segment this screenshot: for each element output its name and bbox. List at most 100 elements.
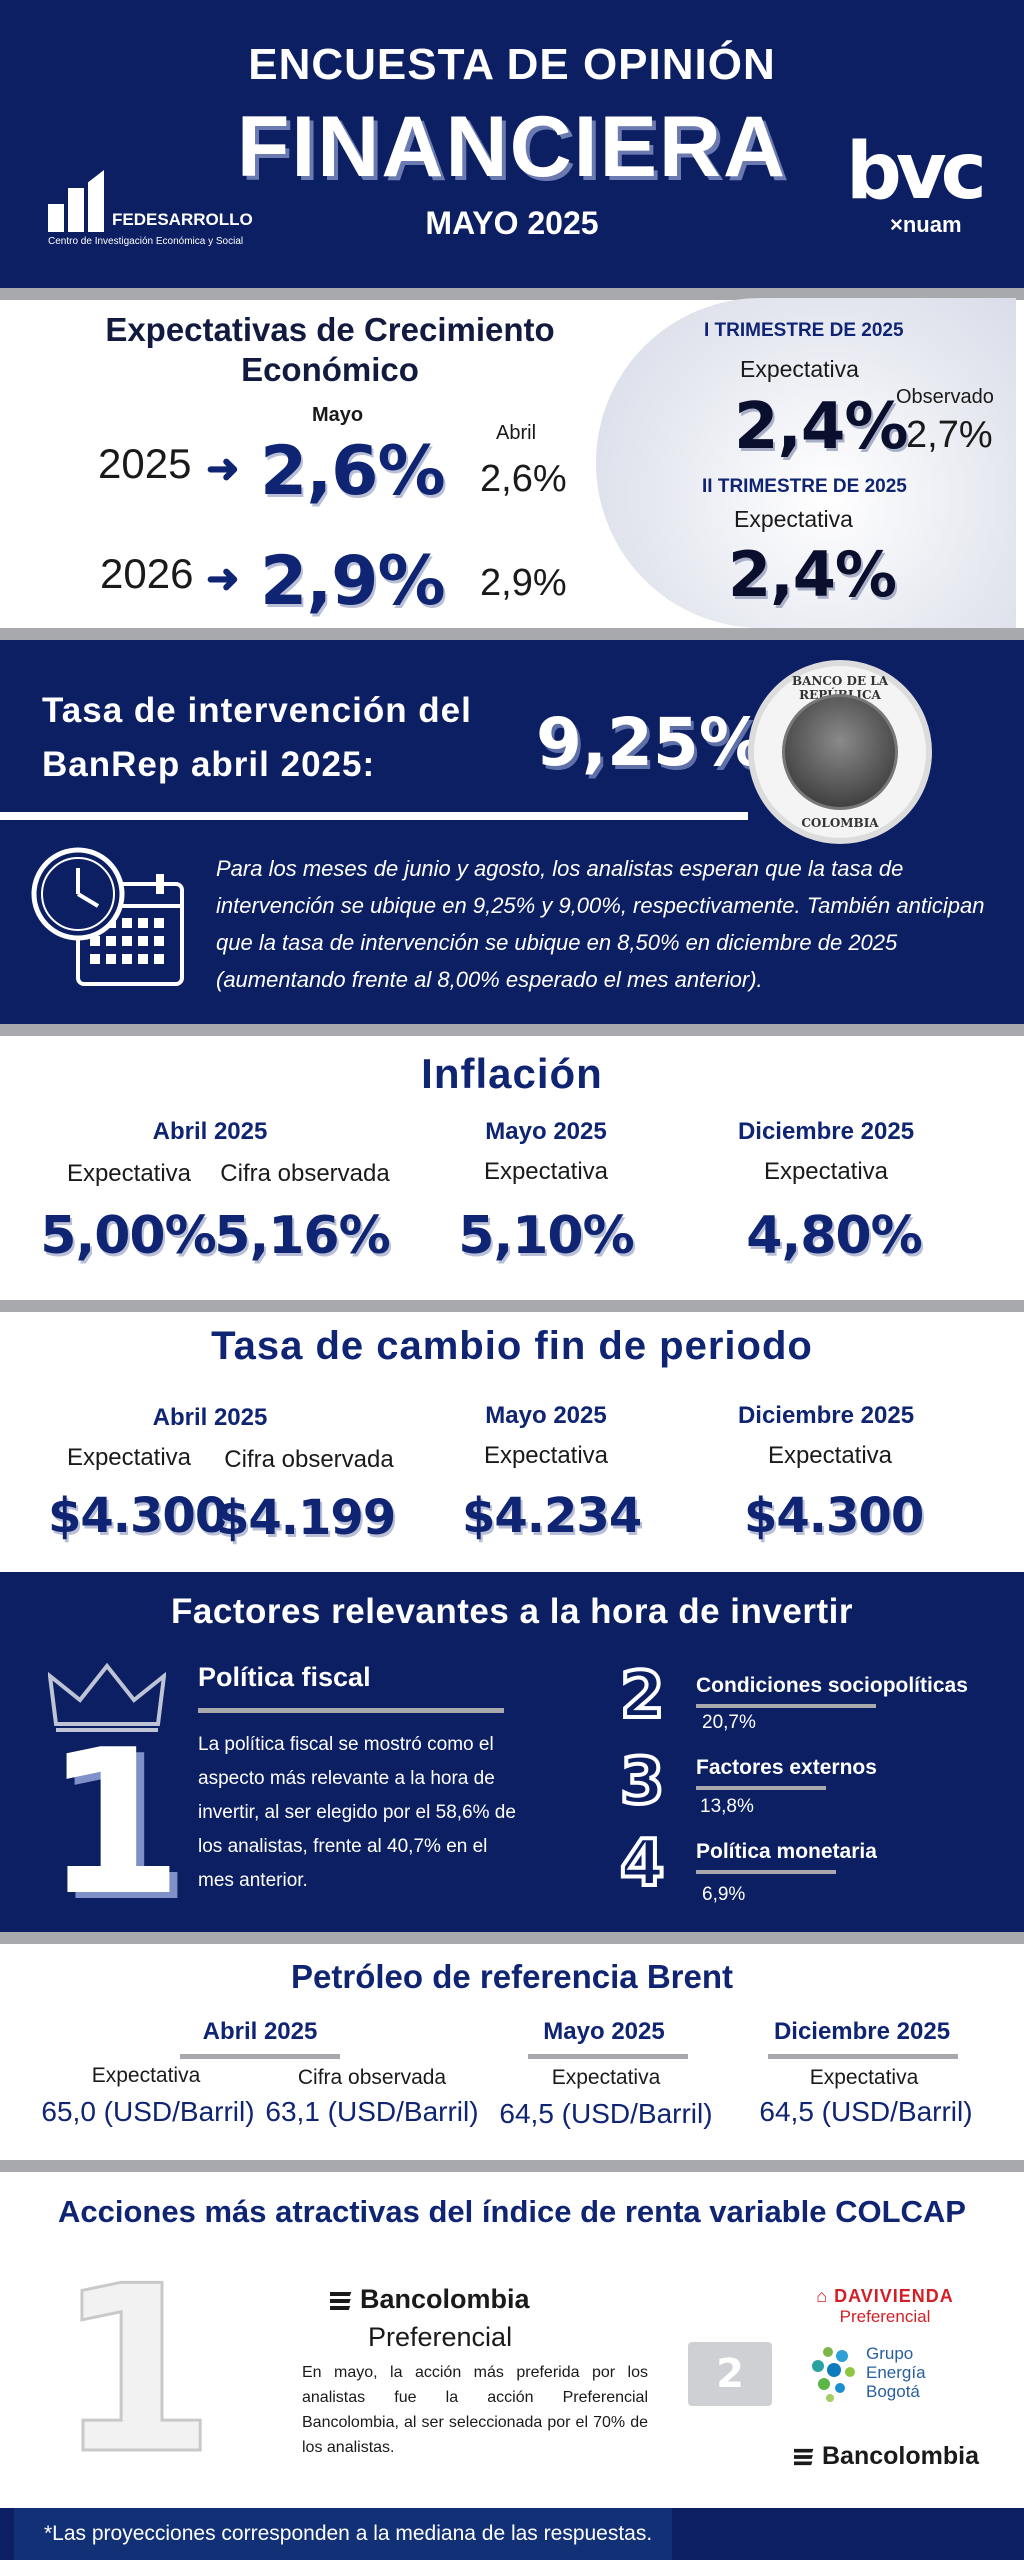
year-2025: 2025 — [98, 440, 192, 487]
bancolombia-name-small: Bancolombia — [822, 2442, 979, 2470]
q1-obs-label: Observado — [896, 386, 994, 408]
bvc-subtitle: ×nuam — [890, 212, 962, 237]
fx-may-exp-label: Expectativa — [483, 1442, 609, 1469]
separator — [0, 1300, 1024, 1312]
oil-title: Petróleo de referencia Brent — [291, 1958, 733, 1995]
divider-line — [696, 1870, 836, 1874]
q1-obs-value: 2,7% — [906, 414, 993, 456]
first-factor-title: Política fiscal — [198, 1662, 371, 1692]
divider-line — [0, 812, 748, 820]
factors-section: Factores relevantes a la hora de inverti… — [0, 1572, 1024, 1932]
header-line2: FINANCIERA — [236, 99, 788, 195]
factor-3-title: Factores externos — [696, 1756, 877, 1779]
fedesarrollo-bars-icon — [48, 150, 110, 232]
divider-line — [768, 2054, 958, 2059]
fx-april-obs-value: $4.199 — [216, 1490, 396, 1546]
first-stock-text: En mayo, la acción más preferida por los… — [302, 2364, 648, 2456]
header-date: MAYO 2025 — [425, 205, 599, 241]
oil-dec-head: Diciembre 2025 — [773, 2018, 951, 2045]
separator — [0, 1932, 1024, 1944]
header-line1: ENCUESTA DE OPINIÓN — [248, 40, 776, 89]
first-stock-class: Preferencial — [368, 2322, 513, 2352]
q2-title: II TRIMESTRE DE 2025 — [702, 476, 907, 497]
bancolombia-name: Bancolombia — [360, 2284, 530, 2314]
banrep-text: Para los meses de junio y agosto, los an… — [216, 856, 985, 992]
growth-2026-april: 2,9% — [480, 562, 567, 604]
inflation-may-exp-value: 5,10% — [458, 1206, 634, 1266]
inflation-dec-head: Diciembre 2025 — [737, 1118, 915, 1145]
rank-3-numeral: 3 — [618, 1745, 666, 1819]
factor-3-pct: 13,8% — [700, 1796, 754, 1817]
divider-line — [198, 1708, 504, 1713]
bancolombia-bars-icon — [330, 2291, 352, 2310]
inflation-section: Inflación Abril 2025 Mayo 2025 Diciembre… — [0, 1036, 1024, 1300]
col-april-label: Abril — [496, 422, 537, 444]
fx-dec-head: Diciembre 2025 — [737, 1402, 915, 1429]
fx-april-obs-label: Cifra observada — [224, 1446, 394, 1473]
inflation-may-exp-label: Expectativa — [483, 1158, 609, 1185]
bancolombia-logo-small: Bancolombia — [794, 2442, 979, 2471]
crown-icon — [48, 1662, 166, 1732]
q1-exp-label: Expectativa — [740, 356, 859, 382]
fx-april-exp-value: $4.300 — [48, 1488, 228, 1544]
growth-title-line1: Expectativas de Crecimiento — [105, 311, 555, 348]
rank-4-numeral: 4 — [618, 1827, 666, 1901]
year-2026: 2026 — [100, 550, 194, 597]
bancolombia-bars-icon — [794, 2449, 814, 2466]
rank-1-numeral: 1 — [54, 2238, 217, 2505]
house-icon: ⌂ — [816, 2286, 829, 2306]
fx-dec-exp-label: Expectativa — [767, 1442, 893, 1469]
inflation-may-head: Mayo 2025 — [485, 1118, 607, 1145]
oil-section: Petróleo de referencia Brent Abril 2025 … — [0, 1944, 1024, 2160]
fx-may-head: Mayo 2025 — [485, 1402, 607, 1429]
stocks-section: Acciones más atractivas del índice de re… — [0, 2172, 1024, 2508]
factor-4-title: Política monetaria — [696, 1840, 877, 1863]
geb-dots-icon — [812, 2347, 855, 2402]
separator — [0, 288, 1024, 300]
q1-title: I TRIMESTRE DE 2025 — [704, 320, 904, 341]
bvc-logo: bvc ×nuam — [846, 132, 996, 252]
oil-april-exp-label: Expectativa — [91, 2064, 201, 2087]
rank-1-numeral: 1 — [44, 1707, 184, 1940]
seal-portrait-icon — [782, 694, 898, 810]
fx-dec-exp-value: $4.300 — [744, 1488, 924, 1544]
geb-logo: Grupo Energía Bogotá — [806, 2344, 986, 2414]
banrep-section: Tasa de intervención del BanRep abril 20… — [0, 640, 1024, 1024]
separator — [0, 628, 1024, 640]
oil-may-head: Mayo 2025 — [543, 2018, 665, 2045]
factor-4-pct: 6,9% — [702, 1884, 746, 1905]
inflation-april-obs-label: Cifra observada — [220, 1160, 390, 1187]
davivienda-class: Preferencial — [839, 2307, 931, 2326]
oil-april-obs-label: Cifra observada — [297, 2066, 447, 2089]
fedesarrollo-name: FEDESARROLLO — [112, 210, 253, 229]
q2-exp-label: Expectativa — [734, 506, 853, 532]
fedesarrollo-logo: FEDESARROLLO Centro de Investigación Eco… — [48, 150, 278, 250]
header-banner: ENCUESTA DE OPINIÓN FINANCIERA MAYO 2025… — [0, 0, 1024, 288]
growth-2025-april: 2,6% — [480, 458, 567, 500]
factors-title: Factores relevantes a la hora de inverti… — [171, 1592, 853, 1631]
growth-section: Expectativas de Crecimiento Económico Ma… — [0, 298, 1024, 628]
inflation-april-obs-value: 5,16% — [214, 1206, 390, 1266]
seal-bottom-text: COLOMBIA — [801, 816, 879, 830]
inflation-dec-exp-value: 4,80% — [746, 1206, 922, 1266]
separator — [0, 1024, 1024, 1036]
q2-exp-value: 2,4% — [728, 538, 897, 611]
oil-may-exp-value: 64,5 (USD/Barril) — [499, 2098, 713, 2129]
growth-title-line2: Económico — [241, 351, 419, 388]
divider-line — [528, 2054, 688, 2059]
col-may-label: Mayo — [312, 404, 364, 426]
banrep-rate: 9,25% — [536, 704, 765, 781]
footer-note: *Las proyecciones corresponden a la medi… — [14, 2508, 673, 2560]
growth-title: Expectativas de Crecimiento Económico — [60, 310, 600, 390]
banco-republica-seal: BANCO DE LA REPÚBLICA COLOMBIA — [748, 660, 932, 844]
divider-line — [180, 2054, 340, 2059]
oil-april-obs-value: 63,1 (USD/Barril) — [265, 2096, 479, 2127]
bvc-mark: bvc — [846, 127, 987, 217]
davivienda-name: ⌂ DAVIVIENDA — [816, 2286, 954, 2306]
inflation-april-exp-label: Expectativa — [66, 1160, 192, 1187]
factor-2-title: Condiciones sociopolíticas — [696, 1674, 968, 1697]
divider-line — [696, 1786, 826, 1790]
inflation-april-exp-value: 5,00% — [40, 1206, 216, 1266]
factor-2-pct: 20,7% — [702, 1712, 756, 1733]
first-factor-text: La política fiscal se mostró como el asp… — [198, 1734, 516, 1891]
